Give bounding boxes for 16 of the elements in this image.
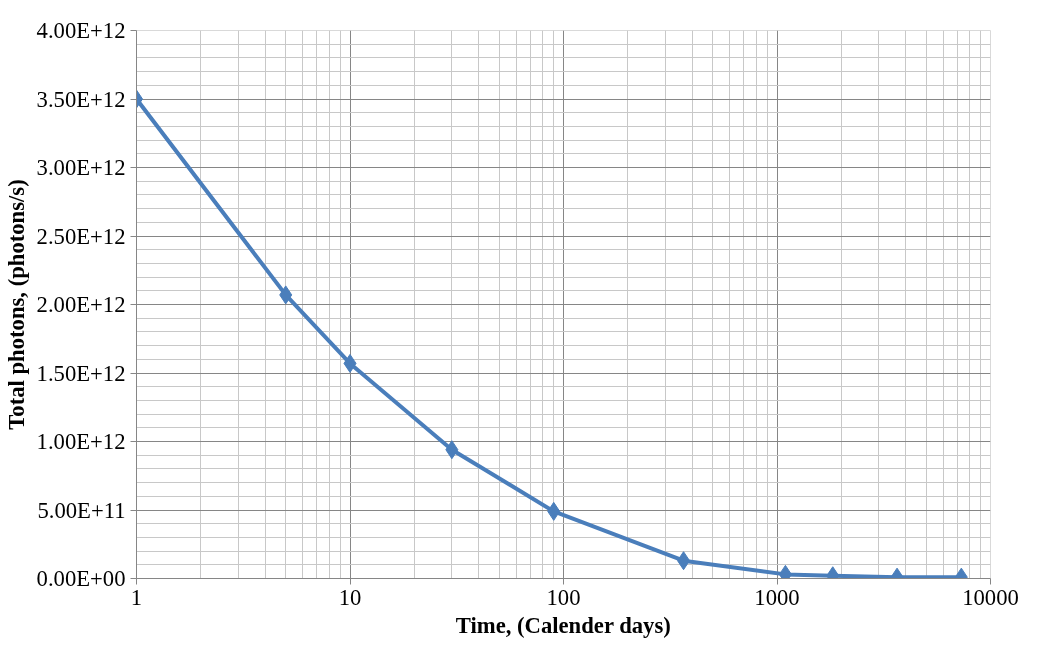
y-tick-label: 4.00E+12: [36, 18, 126, 43]
y-tick-label: 2.50E+12: [36, 223, 126, 249]
y-tick-label: 3.50E+12: [36, 86, 126, 112]
y-axis-title: Total photons, (photons/s): [3, 179, 29, 430]
x-axis-title: Time, (Calender days): [455, 612, 671, 638]
x-tick-label: 1000: [754, 584, 800, 610]
y-tick-label: 2.00E+12: [36, 292, 126, 317]
y-tick-label: 3.00E+12: [36, 155, 126, 180]
y-tick-label: 1.50E+12: [36, 360, 126, 386]
y-tick-label: 0.00E+00: [36, 566, 126, 591]
x-tick-label: 10: [338, 584, 362, 610]
y-tick-label: 5.00E+11: [37, 497, 126, 523]
y-tick-label: 1.00E+12: [36, 429, 126, 454]
x-tick-label: 1: [130, 584, 143, 610]
x-tick-label: 100: [546, 584, 581, 610]
x-tick-label: 10000: [962, 584, 1019, 610]
